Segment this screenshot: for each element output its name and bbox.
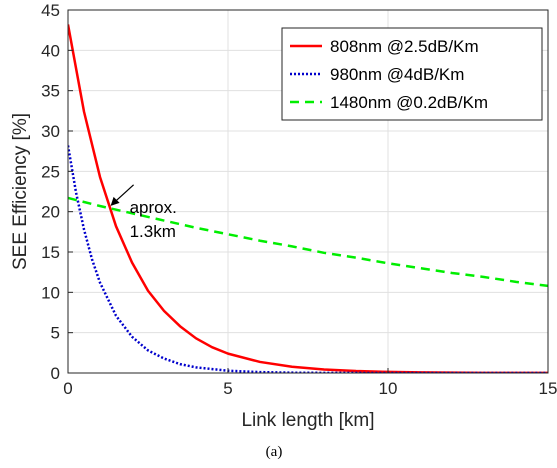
y-tick-label: 45 <box>41 1 60 20</box>
y-tick-label: 20 <box>41 203 60 222</box>
legend-box <box>281 27 543 121</box>
legend-label-3: 1480nm @0.2dB/Km <box>330 93 488 112</box>
legend: 808nm @2.5dB/Km 980nm @4dB/Km 1480nm @0.2d… <box>281 27 543 121</box>
y-axis-label: SEE Efficiency [%] <box>10 113 31 270</box>
y-tick-label: 35 <box>41 82 60 101</box>
y-tick-label: 10 <box>41 283 60 302</box>
annotation-arrow <box>110 184 135 206</box>
plot-frame <box>67 9 549 374</box>
annotation-text-2: 1.3km <box>130 222 176 241</box>
annotation: aprox. 1.3km <box>110 184 177 241</box>
x-tick-label: 5 <box>223 379 232 398</box>
series-line-3 <box>67 196 549 288</box>
x-tick-label: 10 <box>379 379 398 398</box>
annotation-text-1: aprox. <box>130 198 177 217</box>
y-tick-label: 40 <box>41 41 60 60</box>
series-line-2 <box>67 145 548 374</box>
y-tick-label: 30 <box>41 122 60 141</box>
legend-label-2: 980nm @4dB/Km <box>330 65 464 84</box>
axis-ticks: 0 5 10 15 0 5 10 15 20 25 30 35 40 45 <box>41 1 557 398</box>
y-tick-label: 0 <box>51 364 60 383</box>
legend-label-1: 808nm @2.5dB/Km <box>330 37 479 56</box>
x-tick-label: 15 <box>539 379 557 398</box>
x-axis-label: Link length [km] <box>241 410 374 431</box>
arrow-head <box>110 196 120 206</box>
y-tick-label: 5 <box>51 324 60 343</box>
y-tick-label: 15 <box>41 243 60 262</box>
figure-caption: (a) <box>266 444 283 460</box>
x-tick-label: 0 <box>63 379 72 398</box>
y-tick-label: 25 <box>41 162 60 181</box>
